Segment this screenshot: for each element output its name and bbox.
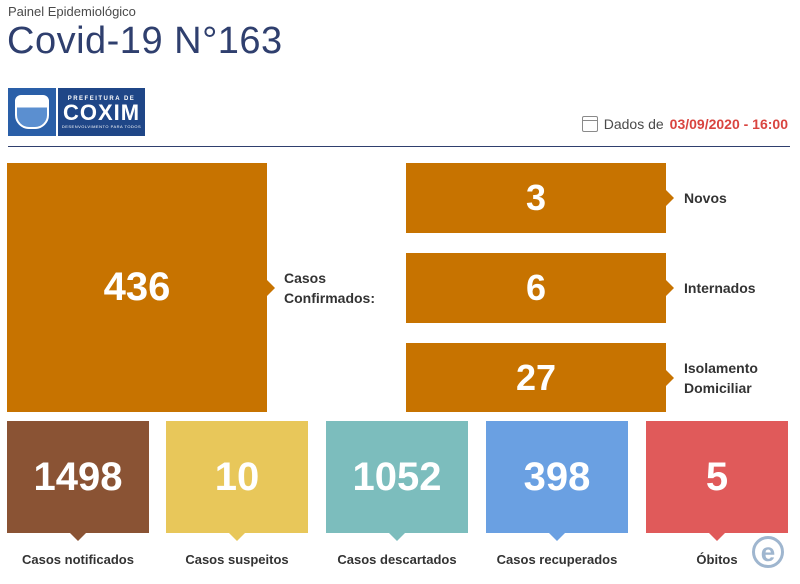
hospitalized-box: 6 <box>406 253 674 323</box>
confirmed-cases-label: Casos Confirmados: <box>284 268 375 308</box>
confirmed-cases-box: 436 <box>7 163 275 412</box>
notified-cases-value: 1498 <box>33 454 123 499</box>
new-cases-label: Novos <box>684 190 727 206</box>
deaths-value: 5 <box>705 454 729 499</box>
date-prefix: Dados de <box>603 116 664 132</box>
confirmed-cases-value: 436 <box>103 265 171 309</box>
hospitalized-label: Internados <box>684 280 756 296</box>
suspected-cases-tile: 10 <box>166 421 308 541</box>
home-isolation-box: 27 <box>406 343 674 412</box>
discarded-cases-label: Casos descartados <box>337 552 457 567</box>
logo-city: COXIM <box>62 99 141 125</box>
recovered-cases-tile: 398 <box>486 421 628 541</box>
home-isolation-value: 27 <box>515 356 557 398</box>
recovered-cases-value: 398 <box>523 454 591 499</box>
data-date: Dados de 03/09/2020 - 16:00 <box>581 116 788 132</box>
suspected-cases-value: 10 <box>214 454 260 499</box>
recovered-cases-label: Casos recuperados <box>496 552 618 567</box>
confirmed-label-line1: Casos <box>284 270 327 286</box>
city-logo: PREFEITURA DE COXIM DESENVOLVIMENTO PARA… <box>8 88 145 136</box>
discarded-cases-value: 1052 <box>352 454 442 499</box>
new-cases-value: 3 <box>525 177 547 218</box>
home-isolation-label: Isolamento Domiciliar <box>684 358 758 398</box>
calendar-icon <box>581 116 598 132</box>
discarded-cases-tile: 1052 <box>326 421 468 541</box>
panel-subtitle: Painel Epidemiológico <box>8 4 136 19</box>
isolation-label-line1: Isolamento <box>684 360 758 376</box>
hospitalized-value: 6 <box>525 267 547 308</box>
header-divider <box>8 146 790 147</box>
isolation-label-line2: Domiciliar <box>684 380 752 396</box>
logo-top-text: PREFEITURA DE <box>67 95 136 102</box>
notified-cases-label: Casos notificados <box>22 552 134 567</box>
page-title: Covid-19 N°163 <box>7 20 283 62</box>
e-logo-icon: e <box>752 536 784 568</box>
new-cases-box: 3 <box>406 163 674 233</box>
crest-icon <box>8 88 56 136</box>
notified-cases-tile: 1498 <box>7 421 149 541</box>
confirmed-label-line2: Confirmados: <box>284 290 375 306</box>
deaths-label: Óbitos <box>696 552 738 567</box>
logo-tagline: DESENVOLVIMENTO PARA TODOS <box>61 123 142 129</box>
date-value: 03/09/2020 - 16:00 <box>669 116 788 132</box>
suspected-cases-label: Casos suspeitos <box>185 552 289 567</box>
deaths-tile: 5 <box>646 421 788 541</box>
